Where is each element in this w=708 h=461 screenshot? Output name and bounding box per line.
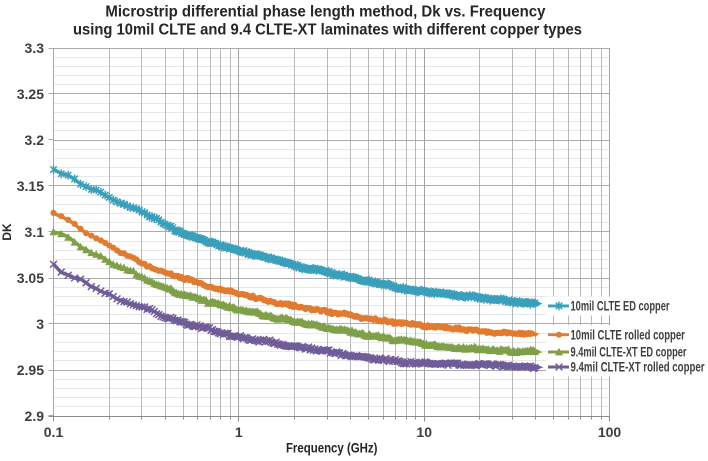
svg-text:3.1: 3.1	[25, 224, 45, 240]
svg-text:1: 1	[235, 424, 243, 440]
svg-text:3: 3	[36, 316, 44, 332]
svg-text:10: 10	[416, 424, 432, 440]
svg-text:9.4mil CLTE-XT ED copper: 9.4mil CLTE-XT ED copper	[571, 344, 687, 360]
svg-text:0.1: 0.1	[44, 424, 64, 440]
svg-text:3.15: 3.15	[17, 178, 44, 194]
svg-text:9.4mil CLTE-XT rolled copper: 9.4mil CLTE-XT rolled copper	[571, 359, 705, 375]
svg-text:Microstrip differential phase: Microstrip differential phase length met…	[105, 4, 545, 21]
svg-text:10mil CLTE rolled copper: 10mil CLTE rolled copper	[571, 326, 686, 342]
svg-text:100: 100	[598, 424, 622, 440]
svg-text:DK: DK	[0, 223, 14, 241]
svg-text:3.25: 3.25	[17, 86, 44, 102]
svg-text:using 10mil CLTE and 9.4 CLTE-: using 10mil CLTE and 9.4 CLTE-XT laminat…	[73, 22, 582, 39]
svg-text:10mil CLTE ED copper: 10mil CLTE ED copper	[571, 298, 670, 314]
svg-text:3.3: 3.3	[25, 40, 45, 56]
svg-text:3.05: 3.05	[17, 270, 44, 286]
svg-text:2.9: 2.9	[25, 408, 45, 424]
svg-text:3.2: 3.2	[25, 132, 45, 148]
svg-text:2.95: 2.95	[17, 362, 44, 378]
svg-text:Frequency (GHz): Frequency (GHz)	[286, 440, 378, 456]
